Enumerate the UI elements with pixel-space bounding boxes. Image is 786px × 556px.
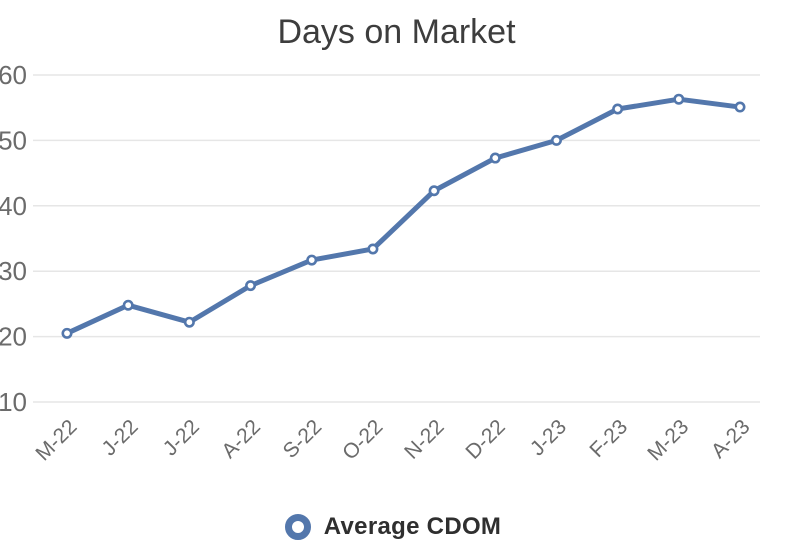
x-axis-tick-label: A-23 (707, 415, 755, 463)
data-point-marker[interactable] (489, 152, 501, 164)
x-axis-tick-label: S-22 (279, 415, 327, 463)
x-axis-tick-label: A-22 (217, 415, 265, 463)
data-point-marker[interactable] (183, 316, 195, 328)
data-point-marker[interactable] (367, 243, 379, 255)
x-axis-tick-label: J-23 (526, 415, 571, 460)
data-point-marker[interactable] (61, 327, 73, 339)
y-axis-tick-label: 20 (0, 322, 27, 352)
chart-title: Days on Market (277, 13, 516, 51)
y-axis-tick-label: 60 (0, 60, 27, 90)
data-point-marker[interactable] (673, 93, 685, 105)
x-axis-tick-label: M-23 (643, 415, 693, 465)
legend-label: Average CDOM (323, 513, 502, 540)
x-axis-tick-label: O-22 (338, 415, 387, 464)
data-point-marker[interactable] (306, 254, 318, 266)
data-point-marker[interactable] (122, 299, 134, 311)
data-point-marker[interactable] (612, 103, 624, 115)
x-axis-tick-label: N-22 (400, 415, 448, 463)
x-axis-tick-label: D-22 (461, 415, 509, 463)
x-axis-tick-label: F-23 (585, 415, 632, 462)
x-axis-tick-label: M-22 (31, 415, 81, 465)
data-point-marker[interactable] (428, 185, 440, 197)
data-point-marker[interactable] (550, 134, 562, 146)
series-line (64, 96, 743, 336)
y-axis-tick-label: 10 (0, 387, 27, 417)
y-axis-tick-label: 50 (0, 125, 27, 155)
y-axis-tick-label: 30 (0, 256, 27, 286)
data-point-marker[interactable] (245, 280, 257, 292)
legend-item-average-cdom[interactable]: Average CDOM (0, 512, 786, 542)
y-axis-tick-label: 40 (0, 191, 27, 221)
legend-ring-icon (284, 514, 311, 540)
x-axis-tick-label: J-22 (159, 415, 204, 460)
data-point-marker[interactable] (734, 101, 746, 113)
chart-canvas: 60 50 40 30 20 10M-22 J-22 J-22 A-22 S-22 O-22 N-22… (0, 60, 760, 465)
x-axis-tick-label: J-22 (98, 415, 143, 460)
